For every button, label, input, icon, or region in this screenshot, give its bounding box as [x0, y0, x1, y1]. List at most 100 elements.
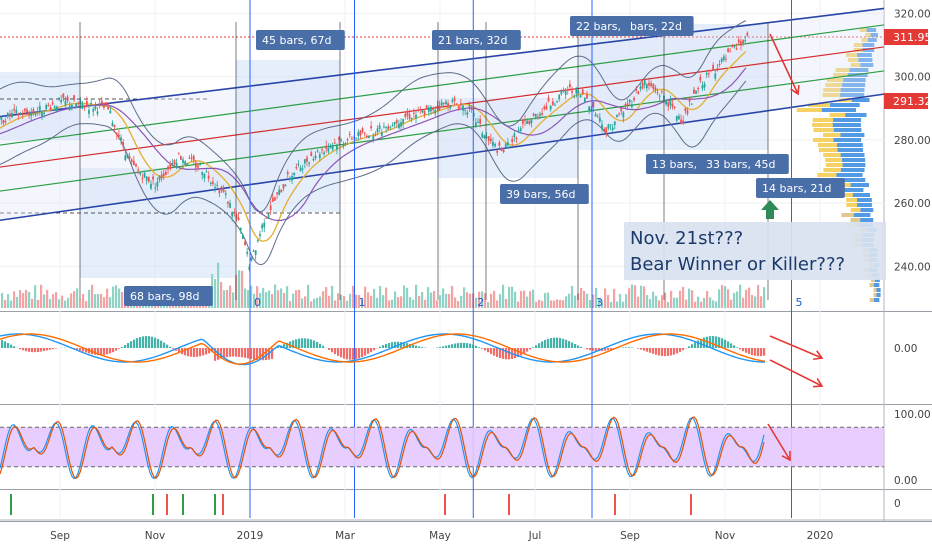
candle-body	[41, 112, 43, 116]
bar-count-label: 21 bars, 32d	[438, 34, 507, 47]
volume-bar	[694, 301, 697, 308]
macd-histogram-bar	[733, 345, 736, 348]
macd-histogram-bar	[76, 348, 79, 350]
volume-bar	[745, 289, 748, 308]
candle-body	[489, 138, 492, 142]
candle-body	[179, 156, 182, 160]
candle-body	[735, 48, 738, 50]
volume-bar	[577, 293, 580, 308]
volume-bar	[10, 300, 13, 308]
candle-body	[389, 126, 392, 128]
signal-tick	[508, 494, 510, 515]
macd-histogram-bar	[661, 348, 664, 356]
macd-histogram-bar	[214, 348, 217, 361]
macd-histogram-bar	[454, 343, 457, 348]
volume-bar	[376, 297, 379, 308]
candle-body	[96, 111, 99, 114]
candle-body	[147, 177, 150, 182]
volume-bar	[343, 296, 346, 308]
volume-bar	[265, 292, 268, 308]
profile-bar-yellow	[823, 168, 841, 172]
candle-body	[404, 114, 407, 118]
candle-body	[716, 68, 719, 71]
candle-body	[271, 197, 274, 202]
macd-histogram-bar	[460, 342, 463, 348]
macd-histogram-bar	[265, 348, 268, 361]
candle-body	[132, 160, 135, 165]
candle-body	[500, 147, 503, 152]
macd-histogram-bar	[133, 339, 136, 348]
volume-bar	[691, 290, 694, 308]
candle-body	[73, 95, 75, 100]
macd-histogram-bar	[580, 346, 583, 348]
candle-body	[323, 152, 325, 155]
volume-bar	[586, 293, 589, 308]
candle-body	[603, 128, 606, 132]
volume-bar	[712, 300, 715, 308]
volume-bar	[259, 293, 262, 308]
volume-bar	[388, 300, 391, 308]
candle-body	[6, 113, 9, 117]
macd-histogram-bar	[364, 348, 367, 356]
volume-bar	[565, 296, 568, 308]
volume-bar	[262, 287, 265, 308]
volume-bar	[361, 299, 364, 308]
profile-bar-blue	[862, 43, 875, 47]
macd-histogram-bar	[385, 343, 388, 348]
profile-bar-blue	[853, 213, 871, 217]
volume-bar	[445, 293, 448, 308]
candle-body	[32, 109, 35, 113]
candle-body	[727, 48, 729, 52]
price-layer	[0, 31, 749, 272]
signal-tick	[690, 494, 692, 515]
month-tick-label: Sep	[620, 530, 640, 542]
candle-body	[13, 108, 16, 111]
macd-histogram-bar	[319, 343, 322, 348]
profile-bar-blue	[842, 83, 866, 87]
candle-body	[214, 187, 216, 189]
volume-bar	[280, 288, 283, 308]
macd-histogram-bar	[301, 338, 304, 348]
candle-body	[224, 193, 227, 195]
candle-body	[62, 93, 65, 98]
candle-body	[145, 176, 148, 181]
candle-body	[590, 108, 593, 112]
profile-bar-blue	[876, 293, 881, 297]
candle-body	[220, 186, 223, 191]
signal-tick	[166, 494, 168, 515]
candle-body	[712, 64, 715, 71]
candle-body	[410, 118, 413, 120]
candle-body	[699, 76, 702, 81]
volume-bar	[535, 301, 538, 308]
volume-bar	[550, 300, 553, 308]
candle-body	[150, 183, 152, 189]
candle-body	[398, 123, 400, 129]
volume-bar	[592, 294, 595, 308]
price-tick-label: 260.00	[894, 198, 931, 210]
macd-histogram-bar	[514, 348, 517, 359]
volume-bar	[385, 287, 388, 308]
macd-histogram-bar	[232, 348, 235, 357]
macd-histogram-bar	[541, 341, 544, 348]
candle-body	[686, 110, 689, 114]
macd-histogram-bar	[4, 341, 7, 348]
macd-histogram-bar	[715, 336, 718, 348]
profile-bar-blue	[867, 38, 877, 42]
volume-bar	[247, 290, 250, 308]
candle-body	[346, 139, 349, 141]
volume-bar	[583, 290, 586, 308]
candle-body	[710, 69, 712, 72]
macd-histogram-bar	[22, 348, 25, 351]
candle-body	[387, 126, 390, 130]
candle-body	[186, 163, 189, 166]
profile-bar-yellow	[850, 218, 861, 222]
macd-histogram-bar	[37, 348, 40, 352]
bollinger-lower	[0, 80, 747, 266]
candle-body	[509, 146, 511, 148]
candle-body	[678, 116, 680, 120]
candle-body	[357, 132, 360, 136]
macd-histogram-bar	[544, 339, 547, 348]
candle-body	[235, 214, 238, 219]
macd-histogram-bar	[637, 348, 640, 349]
